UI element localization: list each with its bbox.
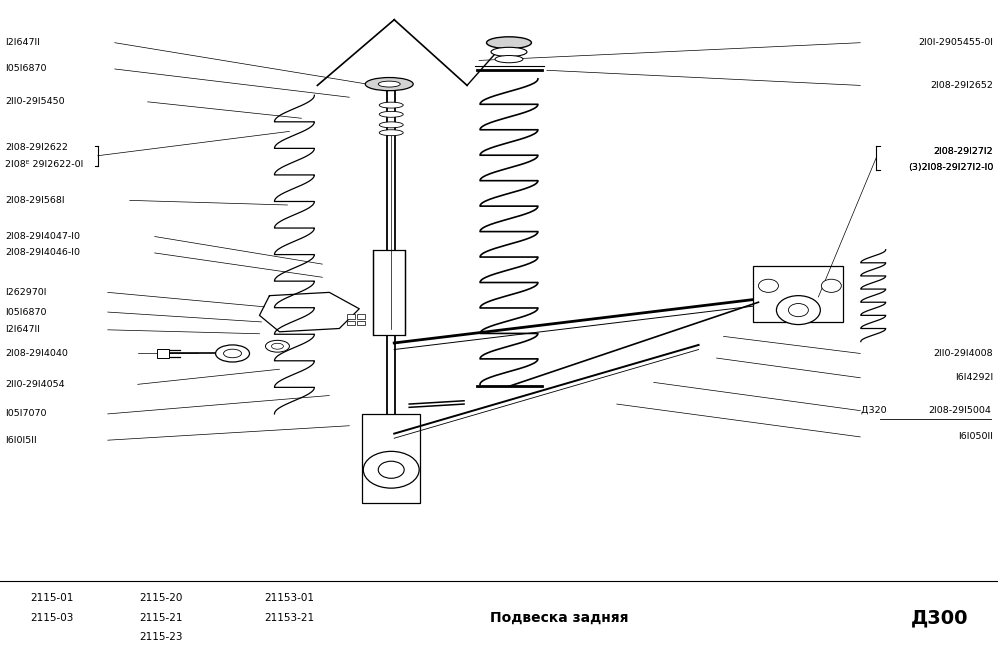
Bar xyxy=(347,321,355,325)
Text: Д300: Д300 xyxy=(910,608,968,627)
Text: 2II0-29I5450: 2II0-29I5450 xyxy=(5,97,65,106)
Text: I6I4292I: I6I4292I xyxy=(955,373,993,382)
Text: 2115-21: 2115-21 xyxy=(140,612,184,623)
Ellipse shape xyxy=(379,122,403,127)
Text: 2I08-29I2622: 2I08-29I2622 xyxy=(5,143,68,152)
Text: 2II0-29I4008: 2II0-29I4008 xyxy=(933,349,993,358)
Text: 2I08-29I2652: 2I08-29I2652 xyxy=(930,81,993,90)
Circle shape xyxy=(758,279,778,292)
Bar xyxy=(357,314,365,319)
Bar xyxy=(357,321,365,325)
Text: I2I647II: I2I647II xyxy=(5,325,40,334)
Ellipse shape xyxy=(265,340,289,352)
Ellipse shape xyxy=(491,47,527,57)
Circle shape xyxy=(776,296,820,325)
Text: I05I6870: I05I6870 xyxy=(5,64,47,74)
Text: Д320: Д320 xyxy=(861,406,890,415)
Text: I05I6870: I05I6870 xyxy=(5,307,47,317)
Text: 2I08-29I27I2: 2I08-29I27I2 xyxy=(933,147,993,156)
Text: Подвеска задняя: Подвеска задняя xyxy=(490,610,628,625)
Ellipse shape xyxy=(378,81,400,87)
Circle shape xyxy=(788,304,808,317)
Text: 2I08-29I568I: 2I08-29I568I xyxy=(5,196,65,205)
Text: 2I0I-2905455-0I: 2I0I-2905455-0I xyxy=(918,38,993,47)
Circle shape xyxy=(363,451,419,488)
Bar xyxy=(157,349,169,358)
Text: 2I08ᴱ 29I2622-0I: 2I08ᴱ 29I2622-0I xyxy=(5,160,84,169)
Bar xyxy=(347,314,355,319)
Text: (3)2I08-29I27I2-I0: (3)2I08-29I27I2-I0 xyxy=(907,163,993,172)
Text: 21153-01: 21153-01 xyxy=(264,593,314,603)
Ellipse shape xyxy=(216,345,250,362)
Ellipse shape xyxy=(224,350,242,358)
Text: 21153-21: 21153-21 xyxy=(264,612,314,623)
Text: 2I08-29I27I2: 2I08-29I27I2 xyxy=(933,147,993,156)
Text: I262970I: I262970I xyxy=(5,288,47,297)
Text: I05I7070: I05I7070 xyxy=(5,409,47,419)
FancyBboxPatch shape xyxy=(362,414,420,503)
Ellipse shape xyxy=(365,78,413,91)
Text: 2I08-29I4047-I0: 2I08-29I4047-I0 xyxy=(5,232,80,241)
Ellipse shape xyxy=(379,102,403,108)
Text: 2115-20: 2115-20 xyxy=(140,593,183,603)
Text: I6I0I5II: I6I0I5II xyxy=(5,436,37,445)
FancyBboxPatch shape xyxy=(373,250,405,335)
Text: I6I050II: I6I050II xyxy=(958,432,993,442)
Text: 2115-01: 2115-01 xyxy=(30,593,73,603)
Circle shape xyxy=(821,279,841,292)
Text: 2I08-29I5004: 2I08-29I5004 xyxy=(928,406,991,415)
FancyBboxPatch shape xyxy=(753,266,843,322)
Text: 2115-23: 2115-23 xyxy=(140,632,184,643)
Ellipse shape xyxy=(271,344,283,350)
Ellipse shape xyxy=(495,56,523,63)
Text: 2115-03: 2115-03 xyxy=(30,612,73,623)
Text: (3)2I08-29I27I2-I0: (3)2I08-29I27I2-I0 xyxy=(907,163,993,172)
Ellipse shape xyxy=(487,37,531,49)
Text: 2I08-29I4046-I0: 2I08-29I4046-I0 xyxy=(5,248,80,258)
Text: 2II0-29I4054: 2II0-29I4054 xyxy=(5,380,65,389)
Circle shape xyxy=(378,461,404,478)
Ellipse shape xyxy=(379,111,403,117)
Text: I2I647II: I2I647II xyxy=(5,38,40,47)
Ellipse shape xyxy=(379,129,403,136)
Text: 2I08-29I4040: 2I08-29I4040 xyxy=(5,349,68,358)
